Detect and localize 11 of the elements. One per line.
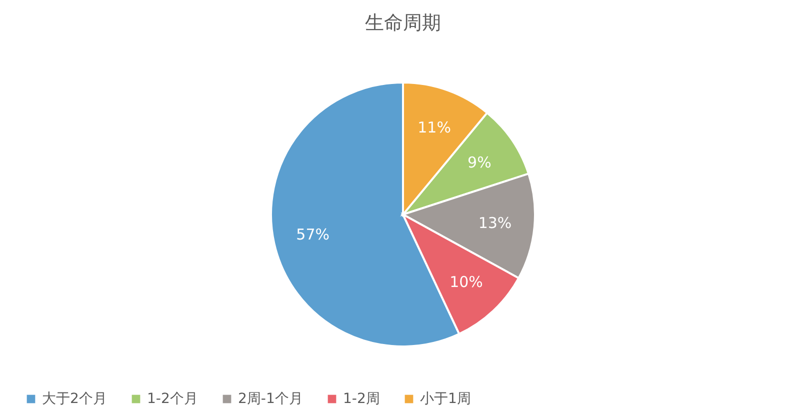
legend-label: 1-2周 (343, 391, 380, 407)
legend-label: 2周-1个月 (238, 391, 303, 407)
data-label: 10% (450, 272, 483, 291)
data-label: 9% (468, 154, 492, 172)
chart-title: 生命周期 (365, 12, 441, 34)
data-label: 13% (478, 214, 512, 232)
data-label: 11% (418, 118, 451, 137)
legend-label: 大于2个月 (42, 391, 107, 407)
data-label: 57% (296, 226, 330, 244)
legend-label: 小于1周 (420, 391, 471, 407)
legend-label: 1-2个月 (147, 391, 198, 407)
